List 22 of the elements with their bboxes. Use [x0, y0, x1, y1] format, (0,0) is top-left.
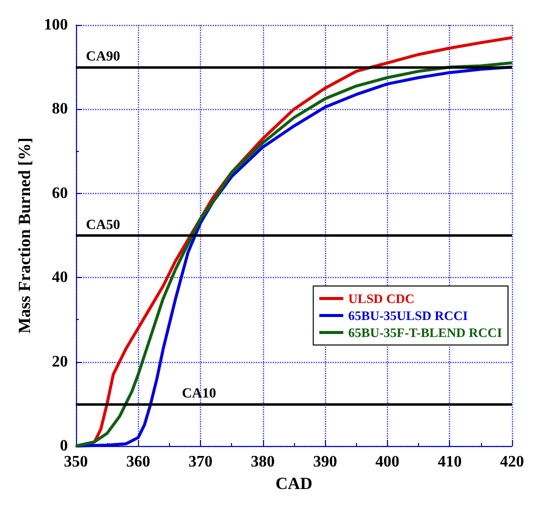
x-tick-label: 390: [313, 454, 338, 470]
legend-label: 65BU-35F-T-BLEND RCCI: [348, 325, 502, 340]
y-tick-label: 40: [52, 269, 68, 286]
x-tick-label: 400: [375, 454, 400, 470]
y-tick-label: 60: [52, 184, 68, 202]
ref-line-label: CA90: [86, 50, 120, 65]
x-axis-title: CAD: [276, 474, 312, 493]
x-tick-label: 360: [126, 454, 150, 470]
x-tick-label: 420: [500, 454, 524, 470]
y-tick-label: 0: [60, 438, 68, 454]
y-axis-title: Mass Fraction Burned [%]: [15, 138, 34, 334]
x-tick-label: 410: [438, 454, 462, 470]
y-tick-label: 20: [52, 353, 68, 370]
ref-line-label: CA10: [182, 386, 216, 402]
x-tick-label: 380: [250, 454, 275, 470]
y-tick-label: 80: [52, 100, 68, 118]
ref-line-label: CA50: [86, 218, 120, 233]
legend-label: 65BU-35ULSD RCCI: [348, 308, 468, 323]
x-tick-label: 350: [64, 454, 88, 470]
y-tick-label: 100: [44, 16, 68, 34]
legend-label: ULSD CDC: [348, 291, 414, 306]
x-tick-label: 370: [188, 454, 212, 470]
